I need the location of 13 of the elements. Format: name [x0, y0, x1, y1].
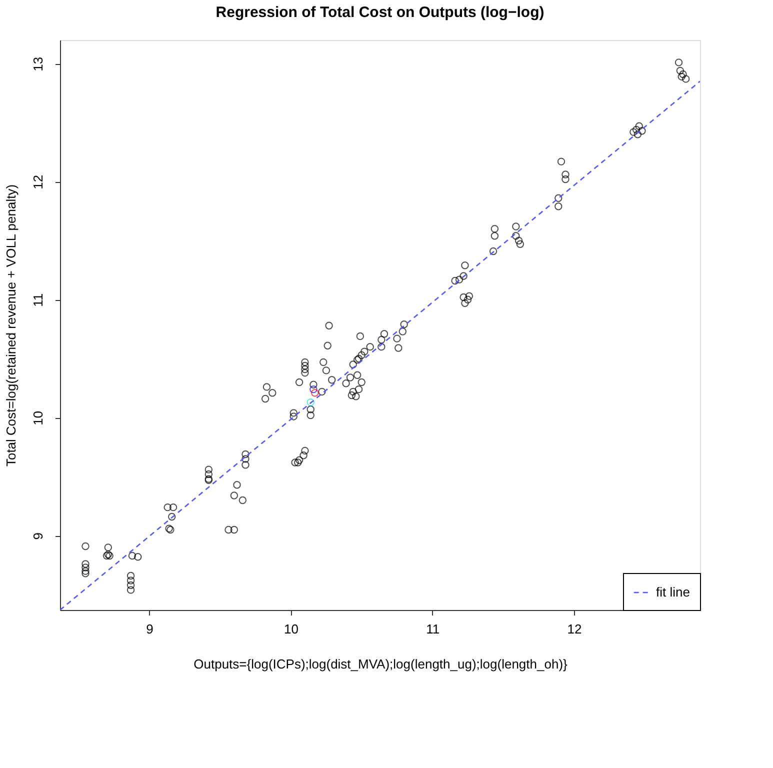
chart-title: Regression of Total Cost on Outputs (log−log) [216, 4, 544, 21]
y-axis-title: Total Cost=log(retained revenue + VOLL penalty) [4, 184, 18, 467]
y-tick-label: 9 [30, 532, 46, 540]
x-tick-label: 9 [146, 622, 154, 636]
x-axis-title: Outputs={log(ICPs);log(dist_MVA);log(length_ug);log(length_oh)} [194, 656, 568, 672]
x-tick-label: 10 [284, 622, 299, 636]
y-tick-label: 11 [30, 293, 46, 307]
y-tick-label: 12 [30, 174, 46, 190]
x-tick-label: 11 [426, 622, 440, 636]
x-tick-label: 12 [567, 622, 582, 636]
legend-label: fit line [656, 584, 690, 600]
y-tick-label: 13 [30, 56, 46, 72]
y-tick-label: 10 [30, 410, 46, 426]
